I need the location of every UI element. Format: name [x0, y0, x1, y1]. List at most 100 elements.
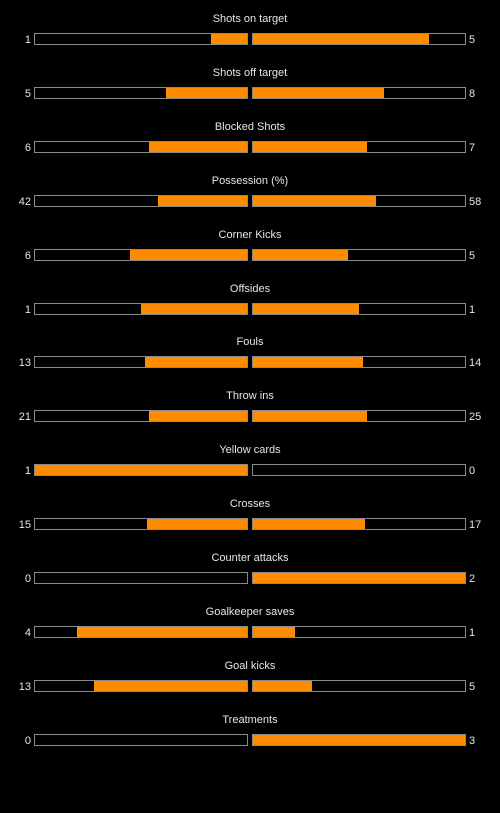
- away-bar: [252, 303, 466, 315]
- stat-label: Throw ins: [226, 390, 274, 402]
- stat-label: Possession (%): [211, 175, 289, 187]
- away-bar-fill: [253, 735, 465, 745]
- home-bar-fill: [147, 519, 247, 529]
- home-value: 13: [18, 681, 31, 693]
- home-bar: [34, 33, 248, 45]
- stat-row: Treatments 0 3: [0, 713, 500, 757]
- away-value: 5: [469, 250, 476, 262]
- home-value: 42: [18, 196, 31, 208]
- home-bar: [34, 303, 248, 315]
- away-bar: [252, 249, 466, 261]
- stat-label: Offsides: [229, 283, 271, 295]
- stat-label: Crosses: [229, 498, 271, 510]
- home-value: 6: [24, 250, 31, 262]
- home-bar-fill: [77, 627, 247, 637]
- home-bar-fill: [141, 304, 247, 314]
- home-bar-fill: [166, 88, 247, 98]
- home-value: 1: [24, 304, 31, 316]
- away-value: 2: [469, 573, 476, 585]
- home-bar: [34, 734, 248, 746]
- home-bar: [34, 680, 248, 692]
- away-bar: [252, 464, 466, 476]
- stat-label: Treatments: [222, 714, 278, 726]
- home-bar-fill: [149, 142, 247, 152]
- home-value: 0: [24, 735, 31, 747]
- home-bar-fill: [94, 681, 247, 691]
- stat-row: Shots on target 1 5: [0, 12, 500, 56]
- home-value: 4: [24, 627, 31, 639]
- away-bar: [252, 33, 466, 45]
- home-bar-fill: [35, 465, 247, 475]
- away-value: 5: [469, 34, 476, 46]
- stat-label: Fouls: [236, 336, 264, 348]
- away-value: 58: [469, 196, 482, 208]
- away-bar-fill: [253, 250, 349, 260]
- stat-row: Offsides 1 1: [0, 282, 500, 326]
- stat-label: Blocked Shots: [214, 121, 286, 133]
- home-value: 0: [24, 573, 31, 585]
- away-bar-fill: [253, 88, 385, 98]
- away-bar-fill: [253, 573, 465, 583]
- stat-row: Throw ins 21 25: [0, 389, 500, 433]
- away-value: 1: [469, 304, 476, 316]
- home-value: 13: [18, 357, 31, 369]
- stat-row: Crosses 15 17: [0, 497, 500, 541]
- away-bar: [252, 518, 466, 530]
- stat-label: Goal kicks: [224, 660, 276, 672]
- home-bar-fill: [149, 411, 247, 421]
- away-value: 17: [469, 519, 482, 531]
- stat-row: Counter attacks 0 2: [0, 551, 500, 595]
- away-value: 1: [469, 627, 476, 639]
- home-bar: [34, 572, 248, 584]
- away-bar: [252, 572, 466, 584]
- home-value: 1: [24, 465, 31, 477]
- away-value: 8: [469, 88, 476, 100]
- stat-label: Shots off target: [212, 67, 288, 79]
- home-value: 1: [24, 34, 31, 46]
- away-bar: [252, 410, 466, 422]
- home-bar: [34, 141, 248, 153]
- stat-row: Possession (%) 42 58: [0, 174, 500, 218]
- away-value: 3: [469, 735, 476, 747]
- home-bar: [34, 195, 248, 207]
- away-bar: [252, 734, 466, 746]
- home-value: 5: [24, 88, 31, 100]
- away-bar: [252, 87, 466, 99]
- away-bar-fill: [253, 196, 376, 206]
- stat-row: Corner Kicks 6 5: [0, 228, 500, 272]
- stat-label: Yellow cards: [219, 444, 281, 456]
- away-bar-fill: [253, 142, 368, 152]
- home-bar-fill: [145, 357, 247, 367]
- home-bar-fill: [157, 196, 247, 206]
- home-bar: [34, 518, 248, 530]
- home-bar-fill: [210, 34, 247, 44]
- home-value: 15: [18, 519, 31, 531]
- away-bar: [252, 356, 466, 368]
- away-value: 5: [469, 681, 476, 693]
- home-value: 6: [24, 142, 31, 154]
- home-bar: [34, 249, 248, 261]
- away-bar-fill: [253, 304, 359, 314]
- away-bar-fill: [253, 519, 366, 529]
- stat-label: Corner Kicks: [218, 229, 282, 241]
- home-bar-fill: [130, 250, 247, 260]
- away-bar-fill: [253, 681, 313, 691]
- away-value: 7: [469, 142, 476, 154]
- home-bar: [34, 356, 248, 368]
- stat-label: Counter attacks: [211, 552, 289, 564]
- home-bar: [34, 410, 248, 422]
- stat-row: Yellow cards 1 0: [0, 443, 500, 487]
- stat-label: Shots on target: [212, 13, 288, 25]
- away-bar: [252, 141, 466, 153]
- away-bar: [252, 195, 466, 207]
- away-value: 14: [469, 357, 482, 369]
- away-bar-fill: [253, 357, 364, 367]
- away-bar-fill: [253, 411, 368, 421]
- stat-row: Goal kicks 13 5: [0, 659, 500, 703]
- away-bar: [252, 626, 466, 638]
- home-value: 21: [18, 411, 31, 423]
- away-value: 0: [469, 465, 476, 477]
- away-bar-fill: [253, 627, 296, 637]
- stat-row: Fouls 13 14: [0, 335, 500, 379]
